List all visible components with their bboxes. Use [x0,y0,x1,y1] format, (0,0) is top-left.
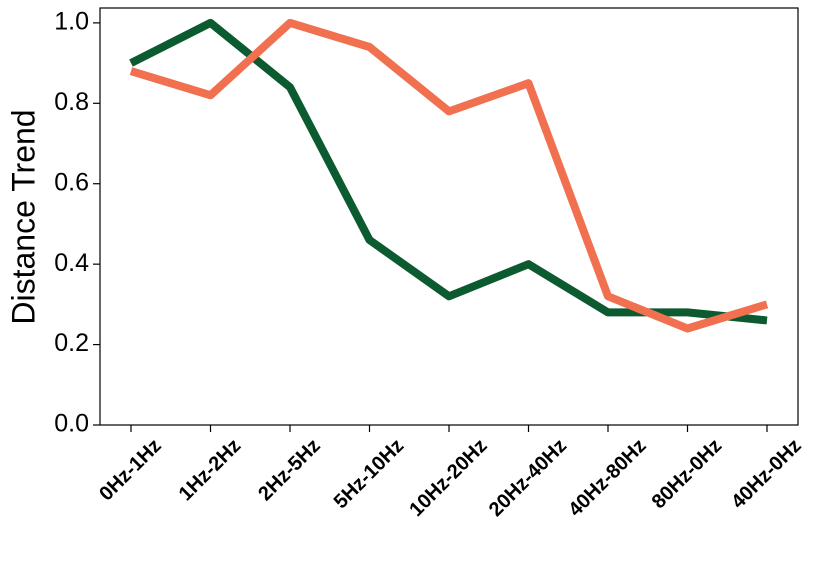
y-tick-label: 0.0 [54,410,89,438]
y-tick-label: 0.8 [54,88,89,116]
y-tick-label: 0.6 [54,168,89,196]
plot-frame [99,7,799,426]
x-tick-label: 40Hz-0Hz [727,435,805,513]
line-series [129,18,769,333]
line-series [129,18,768,325]
y-tick-label: 1.0 [54,7,89,35]
x-tick-label: 40Hz-80Hz [564,435,650,521]
x-tick-label: 1Hz-2Hz [175,435,246,506]
x-tick-label: 10Hz-20Hz [405,435,491,521]
x-tick-label: 80Hz-0Hz [648,435,726,513]
x-tick-label: 20Hz-40Hz [485,435,571,521]
x-tick-label: 5Hz-10Hz [330,435,408,513]
x-tick-label: 2Hz-5Hz [254,435,325,506]
y-tick-label: 0.4 [54,249,89,277]
y-tick-label: 0.2 [54,329,89,357]
y-axis-label: Distance Trend [5,109,41,324]
x-tick-label: 0Hz-1Hz [95,435,166,506]
